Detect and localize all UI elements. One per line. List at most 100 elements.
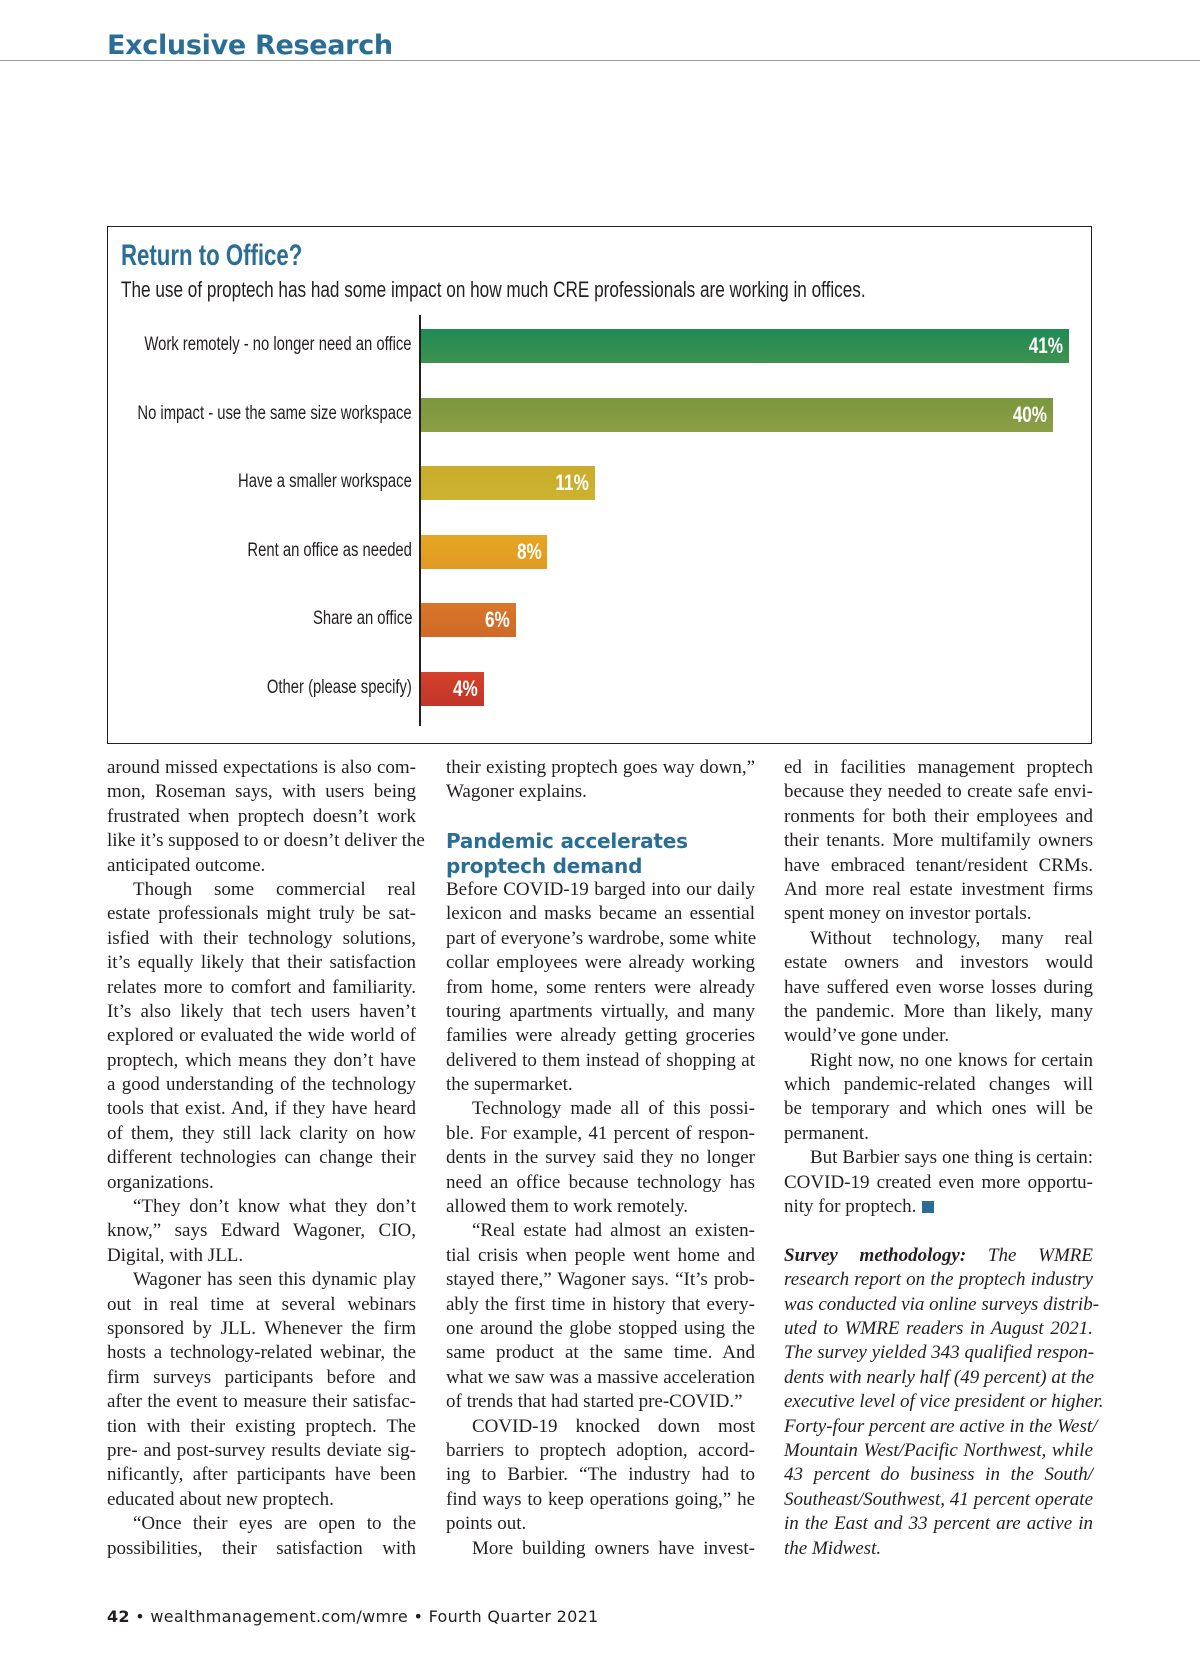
- line-text: frustrated when proptech doesn’t work: [107, 805, 416, 827]
- line-text: But Barbier says one thing is certain:: [810, 1147, 1093, 1169]
- line-text: what we saw was a massive acceleration: [446, 1366, 755, 1388]
- line-text: Without technology, many real: [810, 927, 1093, 949]
- paragraph: Wagoner has seen this dynamic play out in…: [107, 1268, 416, 1512]
- bar-label-wrap: Have a smaller workspace: [108, 466, 412, 500]
- paragraph: Right now, no one knows for certain which…: [784, 1049, 1093, 1147]
- line-text: Technology made all of this possi-: [472, 1098, 755, 1120]
- paragraph: “They don’t know what they don’t know,” s…: [107, 1195, 416, 1268]
- bar: 6%: [421, 603, 516, 638]
- line-text: “They don’t know what they don’t: [133, 1196, 416, 1218]
- text-line: estate professionals might truly be sat-: [107, 902, 416, 926]
- text-line: anticipated outcome.: [107, 854, 416, 878]
- paragraph: Without technology, many real estate owne…: [784, 927, 1093, 1049]
- text-line: would’ve gone under.: [784, 1024, 1093, 1048]
- text-line: spent money on investor portals.: [784, 902, 1093, 926]
- text-line: from home, some renters were already: [446, 976, 755, 1000]
- bar-value-label: 4%: [453, 676, 479, 701]
- text-line: ably the first time in history that ever…: [446, 1293, 755, 1317]
- text-line: Southeast/Southwest, 41 percent operate: [784, 1488, 1093, 1512]
- line-text: tion with their existing proptech. The: [107, 1415, 416, 1437]
- text-line: Mountain West/Pacific Northwest, while: [784, 1439, 1093, 1463]
- bar-value-label: 8%: [516, 538, 542, 564]
- text-line: Forty-four percent are active in the Wes…: [784, 1415, 1097, 1439]
- line-text: stayed there,” Wagoner says. “It’s prob-: [446, 1269, 755, 1291]
- line-text: which pandemic-related changes will: [784, 1074, 1093, 1096]
- section-heading: Pandemic accelerates proptech demand: [446, 829, 755, 878]
- line-text: dents with nearly half (49 percent) at t…: [784, 1366, 1095, 1388]
- text-line: in the East and 33 percent are active in: [784, 1512, 1093, 1536]
- line-text: educated about new proptech.: [107, 1488, 334, 1510]
- line-text: Mountain West/Pacific Northwest, while: [784, 1439, 1093, 1461]
- line-text: allowed them to work remotely.: [446, 1196, 689, 1218]
- text-line: estate owners and investors would: [784, 951, 1093, 975]
- line-text: barriers to proptech adoption, accord-: [446, 1439, 755, 1461]
- line-text: spent money on investor portals.: [784, 903, 1032, 925]
- text-line: which pandemic-related changes will: [784, 1073, 1093, 1097]
- text-line: Wagoner explains.: [446, 780, 755, 804]
- text-line: like it’s supposed to or doesn’t deliver…: [107, 829, 425, 853]
- text-line: of them, they still lack clarity on how: [107, 1122, 416, 1146]
- footer-separator: •: [129, 1607, 151, 1626]
- line-text: “Once their eyes are open to the: [133, 1513, 416, 1535]
- text-line: touring apartments virtually, and many: [446, 1000, 755, 1024]
- line-text: Forty-four percent are active in the Wes…: [784, 1415, 1098, 1437]
- page-footer: 42 • wealthmanagement.com/wmre • Fourth …: [107, 1607, 599, 1626]
- article-column-2: their existing proptech goes way down,” W…: [446, 756, 756, 1561]
- text-line: ble. For example, 41 percent of respon-: [446, 1122, 755, 1146]
- line-text: nity for proptech.: [784, 1196, 917, 1218]
- line-text: possibilities, their satisfaction with: [107, 1537, 416, 1559]
- article-column-3: ed in facilities management proptech beca…: [784, 756, 1104, 1561]
- text-line: after the event to measure their satisfa…: [107, 1390, 416, 1414]
- text-line: part of everyone’s wardrobe, some white: [446, 927, 756, 951]
- line-text: estate owners and investors would: [784, 952, 1093, 974]
- text-line: More building owners have invest-: [446, 1537, 755, 1561]
- bar-value-label: 41%: [1028, 333, 1063, 358]
- header-rule: [0, 60, 1200, 61]
- text-line: “Once their eyes are open to the: [107, 1512, 416, 1536]
- line-text: COVID-19 knocked down most: [472, 1415, 755, 1437]
- line-text: Right now, no one knows for certain: [810, 1049, 1093, 1071]
- category-label: Work remotely - no longer need an office: [144, 334, 412, 355]
- paragraph: More building owners have invest-: [446, 1537, 755, 1561]
- line-text: know,” says Edward Wagoner, CIO,: [107, 1220, 416, 1242]
- bar-label-wrap: Other (please specify): [108, 672, 412, 706]
- paragraph: ed in facilities management proptech beca…: [784, 756, 1093, 927]
- bar-label-wrap: Work remotely - no longer need an office: [108, 329, 412, 363]
- text-line: need an office because technology has: [446, 1171, 755, 1195]
- text-line: collar employees were already working: [446, 951, 755, 975]
- line-text: 43 percent do business in the South/: [784, 1464, 1093, 1486]
- text-line: proptech, which means they don’t have: [107, 1049, 416, 1073]
- line-text: nificantly, after participants have been: [107, 1464, 416, 1486]
- text-line: the supermarket.: [446, 1073, 755, 1097]
- line-text: Though some commercial real: [133, 878, 416, 900]
- line-text: The survey yielded 343 qualified respon-: [784, 1342, 1095, 1364]
- category-label: Other (please specify): [267, 677, 412, 698]
- paragraph: COVID-19 knocked down most barriers to pr…: [446, 1415, 755, 1537]
- paragraph: But Barbier says one thing is certain: CO…: [784, 1146, 1093, 1219]
- heading-line: Pandemic accelerates: [446, 829, 755, 853]
- bar: 4%: [421, 672, 485, 706]
- line-text: lexicon and masks became an essential: [446, 903, 755, 925]
- text-line: their existing proptech goes way down,”: [446, 756, 755, 780]
- line-text: touring apartments virtually, and many: [446, 1000, 755, 1022]
- line-text: a good understanding of the technology: [107, 1074, 416, 1096]
- bar-value-label: 6%: [484, 607, 510, 633]
- text-line: the Midwest.: [784, 1537, 1093, 1561]
- line-text: need an office because technology has: [446, 1171, 755, 1193]
- text-line: Before COVID-19 barged into our daily: [446, 878, 755, 902]
- category-label: No impact - use the same size workspace: [137, 402, 412, 424]
- end-of-article-square-icon: [922, 1201, 935, 1214]
- text-line: find ways to keep operations going,” he: [446, 1488, 755, 1512]
- paragraph: Though some commercial real estate profes…: [107, 878, 416, 1195]
- bar: 11%: [421, 466, 595, 501]
- line-text: uted to WMRE readers in August 2021.: [784, 1317, 1093, 1339]
- text-line: dents in the survey said they no longer: [446, 1146, 755, 1170]
- text-line: sponsored by JLL. Whenever the firm: [107, 1317, 416, 1341]
- text-line: tion with their existing proptech. The: [107, 1415, 416, 1439]
- footer-site: wealthmanagement.com/wmre: [150, 1607, 409, 1626]
- line-text: isfied with their technology solutions,: [107, 927, 416, 949]
- text-line: was conducted via online surveys distrib…: [784, 1293, 1099, 1317]
- paragraph: Technology made all of this possi-ble. F…: [446, 1097, 755, 1219]
- line-text: was conducted via online surveys distrib…: [784, 1293, 1100, 1315]
- text-line: dents with nearly half (49 percent) at t…: [784, 1366, 1095, 1390]
